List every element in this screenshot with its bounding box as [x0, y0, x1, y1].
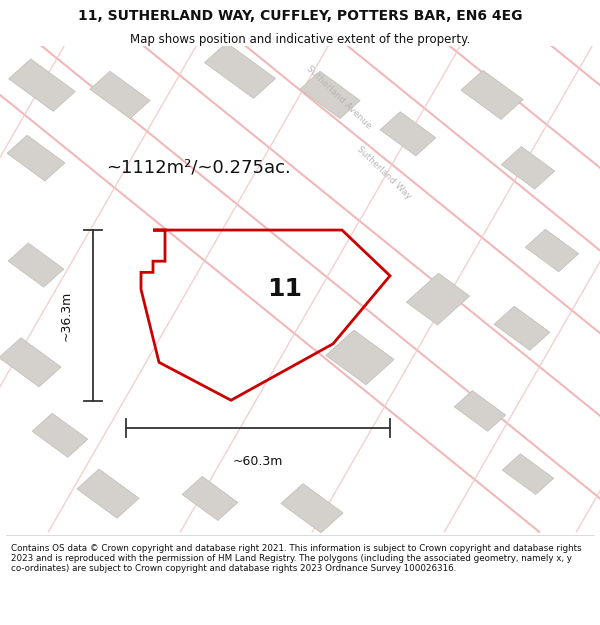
Text: ~36.3m: ~36.3m — [59, 291, 73, 341]
Bar — [90, 71, 150, 119]
Text: ~60.3m: ~60.3m — [233, 455, 283, 468]
Bar — [461, 70, 523, 119]
Bar — [300, 71, 360, 119]
Text: Contains OS data © Crown copyright and database right 2021. This information is : Contains OS data © Crown copyright and d… — [11, 544, 581, 573]
Text: ~1112m²/~0.275ac.: ~1112m²/~0.275ac. — [106, 159, 290, 177]
Bar — [494, 306, 550, 351]
Bar — [406, 273, 470, 325]
Bar — [326, 330, 394, 385]
Bar — [8, 59, 76, 111]
Bar — [205, 42, 275, 98]
Text: Sutherland Avenue: Sutherland Avenue — [305, 64, 373, 131]
Bar — [0, 338, 61, 387]
Bar — [502, 454, 554, 494]
Bar — [77, 469, 139, 518]
Bar — [7, 135, 65, 181]
Bar — [281, 484, 343, 532]
Bar — [454, 391, 506, 431]
Text: Sutherland Way: Sutherland Way — [355, 144, 413, 201]
Bar — [32, 413, 88, 458]
Bar — [380, 112, 436, 156]
Bar — [501, 147, 555, 189]
Text: Map shows position and indicative extent of the property.: Map shows position and indicative extent… — [130, 33, 470, 46]
Bar — [182, 476, 238, 521]
Bar — [8, 243, 64, 287]
Bar — [525, 229, 579, 272]
Text: 11, SUTHERLAND WAY, CUFFLEY, POTTERS BAR, EN6 4EG: 11, SUTHERLAND WAY, CUFFLEY, POTTERS BAR… — [78, 9, 522, 23]
Text: 11: 11 — [268, 278, 302, 301]
